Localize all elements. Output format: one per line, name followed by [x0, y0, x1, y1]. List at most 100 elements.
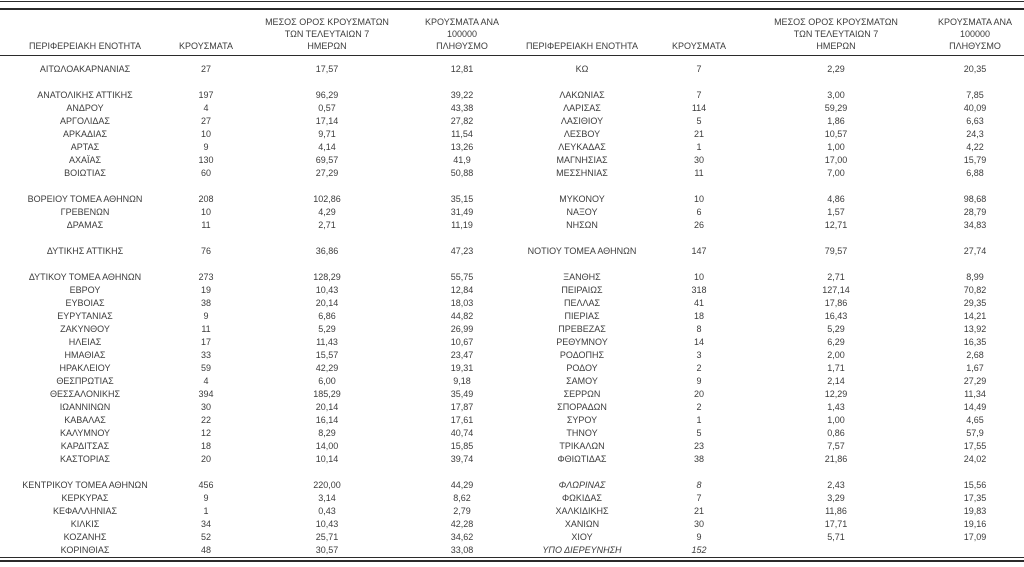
left-region-cell: ΚΕΝΤΡΙΚΟΥ ΤΟΜΕΑ ΑΘΗΝΩΝ: [22, 480, 148, 490]
table-row: ΚΕΦΑΛΛΗΝΙΑΣ 1 0,43 2,79 ΧΑΛΚΙΔΙΚΗΣ 21 11,86 19,…: [0, 505, 1024, 518]
right-avg7-cell: 59,29: [824, 103, 848, 113]
left-region-cell: ΘΕΣΣΑΛΟΝΙΚΗΣ: [49, 389, 121, 399]
right-per100k-cell: 15,79: [963, 155, 987, 165]
left-per100k-cell: 35,49: [450, 389, 474, 399]
right-avg7-cell: 1,57: [827, 207, 845, 217]
left-avg7-cell: 102,86: [313, 194, 341, 204]
table-row: ΑΙΤΩΛΟΑΚΑΡΝΑΝΙΑΣ 27 17,57 12,81 ΚΩ 7 2,29 20,35: [0, 56, 1024, 77]
header-avg7-right: ΜΕΣΟΣ ΟΡΟΣ ΚΡΟΥΣΜΑΤΩΝ ΤΩΝ ΤΕΛΕΥΤΑΙΩΝ 7 Η…: [746, 9, 926, 56]
left-region-cell: ΔΥΤΙΚΗΣ ΑΤΤΙΚΗΣ: [46, 246, 124, 256]
right-region-cell: ΧΑΛΚΙΔΙΚΗΣ: [555, 506, 609, 516]
right-avg7-cell: 79,57: [824, 246, 848, 256]
left-region-cell: ΑΧΑΪΑΣ: [68, 155, 102, 165]
right-cases-cell: 7: [696, 64, 702, 74]
table-row: ΑΡΚΑΔΙΑΣ 10 9,71 11,54 ΛΕΣΒΟΥ 21 10,57 24,3: [0, 128, 1024, 141]
left-cases-cell: 30: [200, 402, 211, 412]
right-region-cell: [512, 76, 652, 89]
right-avg7-cell: 5,29: [827, 324, 845, 334]
right-avg7-cell: 1,71: [827, 363, 845, 373]
left-cases-cell: 10: [200, 129, 211, 139]
right-cases-cell: 2: [696, 363, 702, 373]
left-per100k-cell: 44,82: [450, 311, 474, 321]
right-avg7-cell: 2,00: [827, 350, 845, 360]
right-region-cell: ΣΑΜΟΥ: [566, 376, 598, 386]
table-row: ΔΥΤΙΚΟΥ ΤΟΜΕΑ ΑΘΗΝΩΝ 273 128,29 55,75 ΞΑΝΘΗΣ…: [0, 271, 1024, 284]
left-cases-cell: 34: [200, 519, 211, 529]
right-region-cell: ΛΑΣΙΘΙΟΥ: [560, 116, 604, 126]
right-cases-cell: 8: [696, 324, 702, 334]
right-region-cell: ΠΕΛΛΑΣ: [563, 298, 601, 308]
right-region-cell: ΧΙΟΥ: [571, 532, 593, 542]
right-avg7-cell: 7,00: [827, 168, 845, 178]
left-avg7-cell: 2,71: [318, 220, 336, 230]
right-region-cell: ΛΑΡΙΣΑΣ: [563, 103, 601, 113]
right-region-cell: ΠΡΕΒΕΖΑΣ: [558, 324, 606, 334]
right-avg7-cell: [746, 180, 926, 193]
left-avg7-cell: 4,14: [318, 142, 336, 152]
left-avg7-cell: [242, 76, 412, 89]
left-cases-cell: 52: [200, 532, 211, 542]
left-per100k-cell: 13,26: [450, 142, 474, 152]
left-per100k-cell: 11,19: [451, 220, 473, 230]
right-cases-cell: 11: [694, 168, 704, 178]
left-per100k-cell: 27,82: [450, 116, 474, 126]
right-avg7-cell: 0,86: [827, 428, 845, 438]
right-per100k-cell: 14,21: [963, 311, 987, 321]
left-region-cell: ΚΟΖΑΝΗΣ: [63, 532, 107, 542]
left-avg7-cell: 20,14: [315, 402, 339, 412]
right-region-cell: ΤΡΙΚΑΛΩΝ: [559, 441, 605, 451]
right-per100k-cell: [926, 76, 1024, 89]
left-region-cell: ΗΡΑΚΛΕΙΟΥ: [59, 363, 111, 373]
right-per100k-cell: 20,35: [963, 64, 987, 74]
right-avg7-cell: 17,71: [824, 519, 848, 529]
right-per100k-cell: 24,3: [966, 129, 984, 139]
right-per100k-cell: [926, 258, 1024, 271]
left-avg7-cell: 9,71: [318, 129, 336, 139]
regional-cases-table: ΠΕΡΙΦΕΡΕΙΑΚΗ ΕΝΟΤΗΤΑ ΚΡΟΥΣΜΑΤΑ ΜΕΣΟΣ ΟΡΟ…: [0, 8, 1024, 558]
right-per100k-cell: 70,82: [963, 285, 987, 295]
spacer-row: [0, 232, 1024, 245]
left-avg7-cell: 128,29: [313, 272, 341, 282]
table-row: ΕΥΡΥΤΑΝΙΑΣ 9 6,86 44,82 ΠΙΕΡΙΑΣ 18 16,43 14,21: [0, 310, 1024, 323]
header-region-left: ΠΕΡΙΦΕΡΕΙΑΚΗ ΕΝΟΤΗΤΑ: [0, 9, 170, 56]
table-row: ΗΛΕΙΑΣ 17 11,43 10,67 ΡΕΘΥΜΝΟΥ 14 6,29 16,35: [0, 336, 1024, 349]
left-avg7-cell: 17,57: [315, 64, 339, 74]
left-region-cell: [0, 180, 170, 193]
right-cases-cell: 23: [693, 441, 704, 451]
right-cases-cell: [652, 180, 746, 193]
right-per100k-cell: 7,85: [966, 90, 984, 100]
right-region-cell: ΧΑΝΙΩΝ: [564, 519, 600, 529]
left-cases-cell: 456: [198, 480, 214, 490]
left-region-cell: ΘΕΣΠΡΩΤΙΑΣ: [56, 376, 114, 386]
left-per100k-cell: 2,79: [453, 506, 471, 516]
right-cases-cell: 18: [693, 311, 704, 321]
left-cases-cell: 394: [198, 389, 214, 399]
left-per100k-cell: 19,31: [450, 363, 474, 373]
right-per100k-cell: 2,68: [966, 350, 984, 360]
left-avg7-cell: 14,00: [315, 441, 339, 451]
right-region-cell: ΝΟΤΙΟΥ ΤΟΜΕΑ ΑΘΗΝΩΝ: [527, 246, 637, 256]
spacer-row: [0, 76, 1024, 89]
left-region-cell: ΔΥΤΙΚΟΥ ΤΟΜΕΑ ΑΘΗΝΩΝ: [28, 272, 142, 282]
left-cases-cell: 130: [198, 155, 214, 165]
spacer-row: [0, 258, 1024, 271]
right-per100k-cell: 17,09: [963, 532, 987, 542]
left-per100k-cell: [412, 232, 512, 245]
right-region-cell: ΞΑΝΘΗΣ: [563, 272, 601, 282]
left-cases-cell: [170, 258, 242, 271]
right-cases-cell: 318: [691, 285, 707, 295]
left-cases-cell: 4: [203, 103, 209, 113]
left-per100k-cell: 9,18: [453, 376, 471, 386]
header-per100k-right: ΚΡΟΥΣΜΑΤΑ ΑΝΑ 100000 ΠΛΗΘΥΣΜΟ: [926, 9, 1024, 56]
header-cases-right: ΚΡΟΥΣΜΑΤΑ: [652, 9, 746, 56]
right-per100k-cell: 8,99: [966, 272, 984, 282]
right-region-cell: ΡΕΘΥΜΝΟΥ: [556, 337, 608, 347]
right-cases-cell: [652, 232, 746, 245]
right-cases-cell: 41: [693, 298, 704, 308]
right-cases-cell: 7: [696, 90, 702, 100]
right-cases-cell: [652, 466, 746, 479]
left-per100k-cell: 35,15: [450, 194, 474, 204]
right-region-cell: ΠΕΙΡΑΙΩΣ: [561, 285, 603, 295]
left-avg7-cell: 96,29: [315, 90, 339, 100]
right-region-cell: ΜΕΣΣΗΝΙΑΣ: [556, 168, 608, 178]
